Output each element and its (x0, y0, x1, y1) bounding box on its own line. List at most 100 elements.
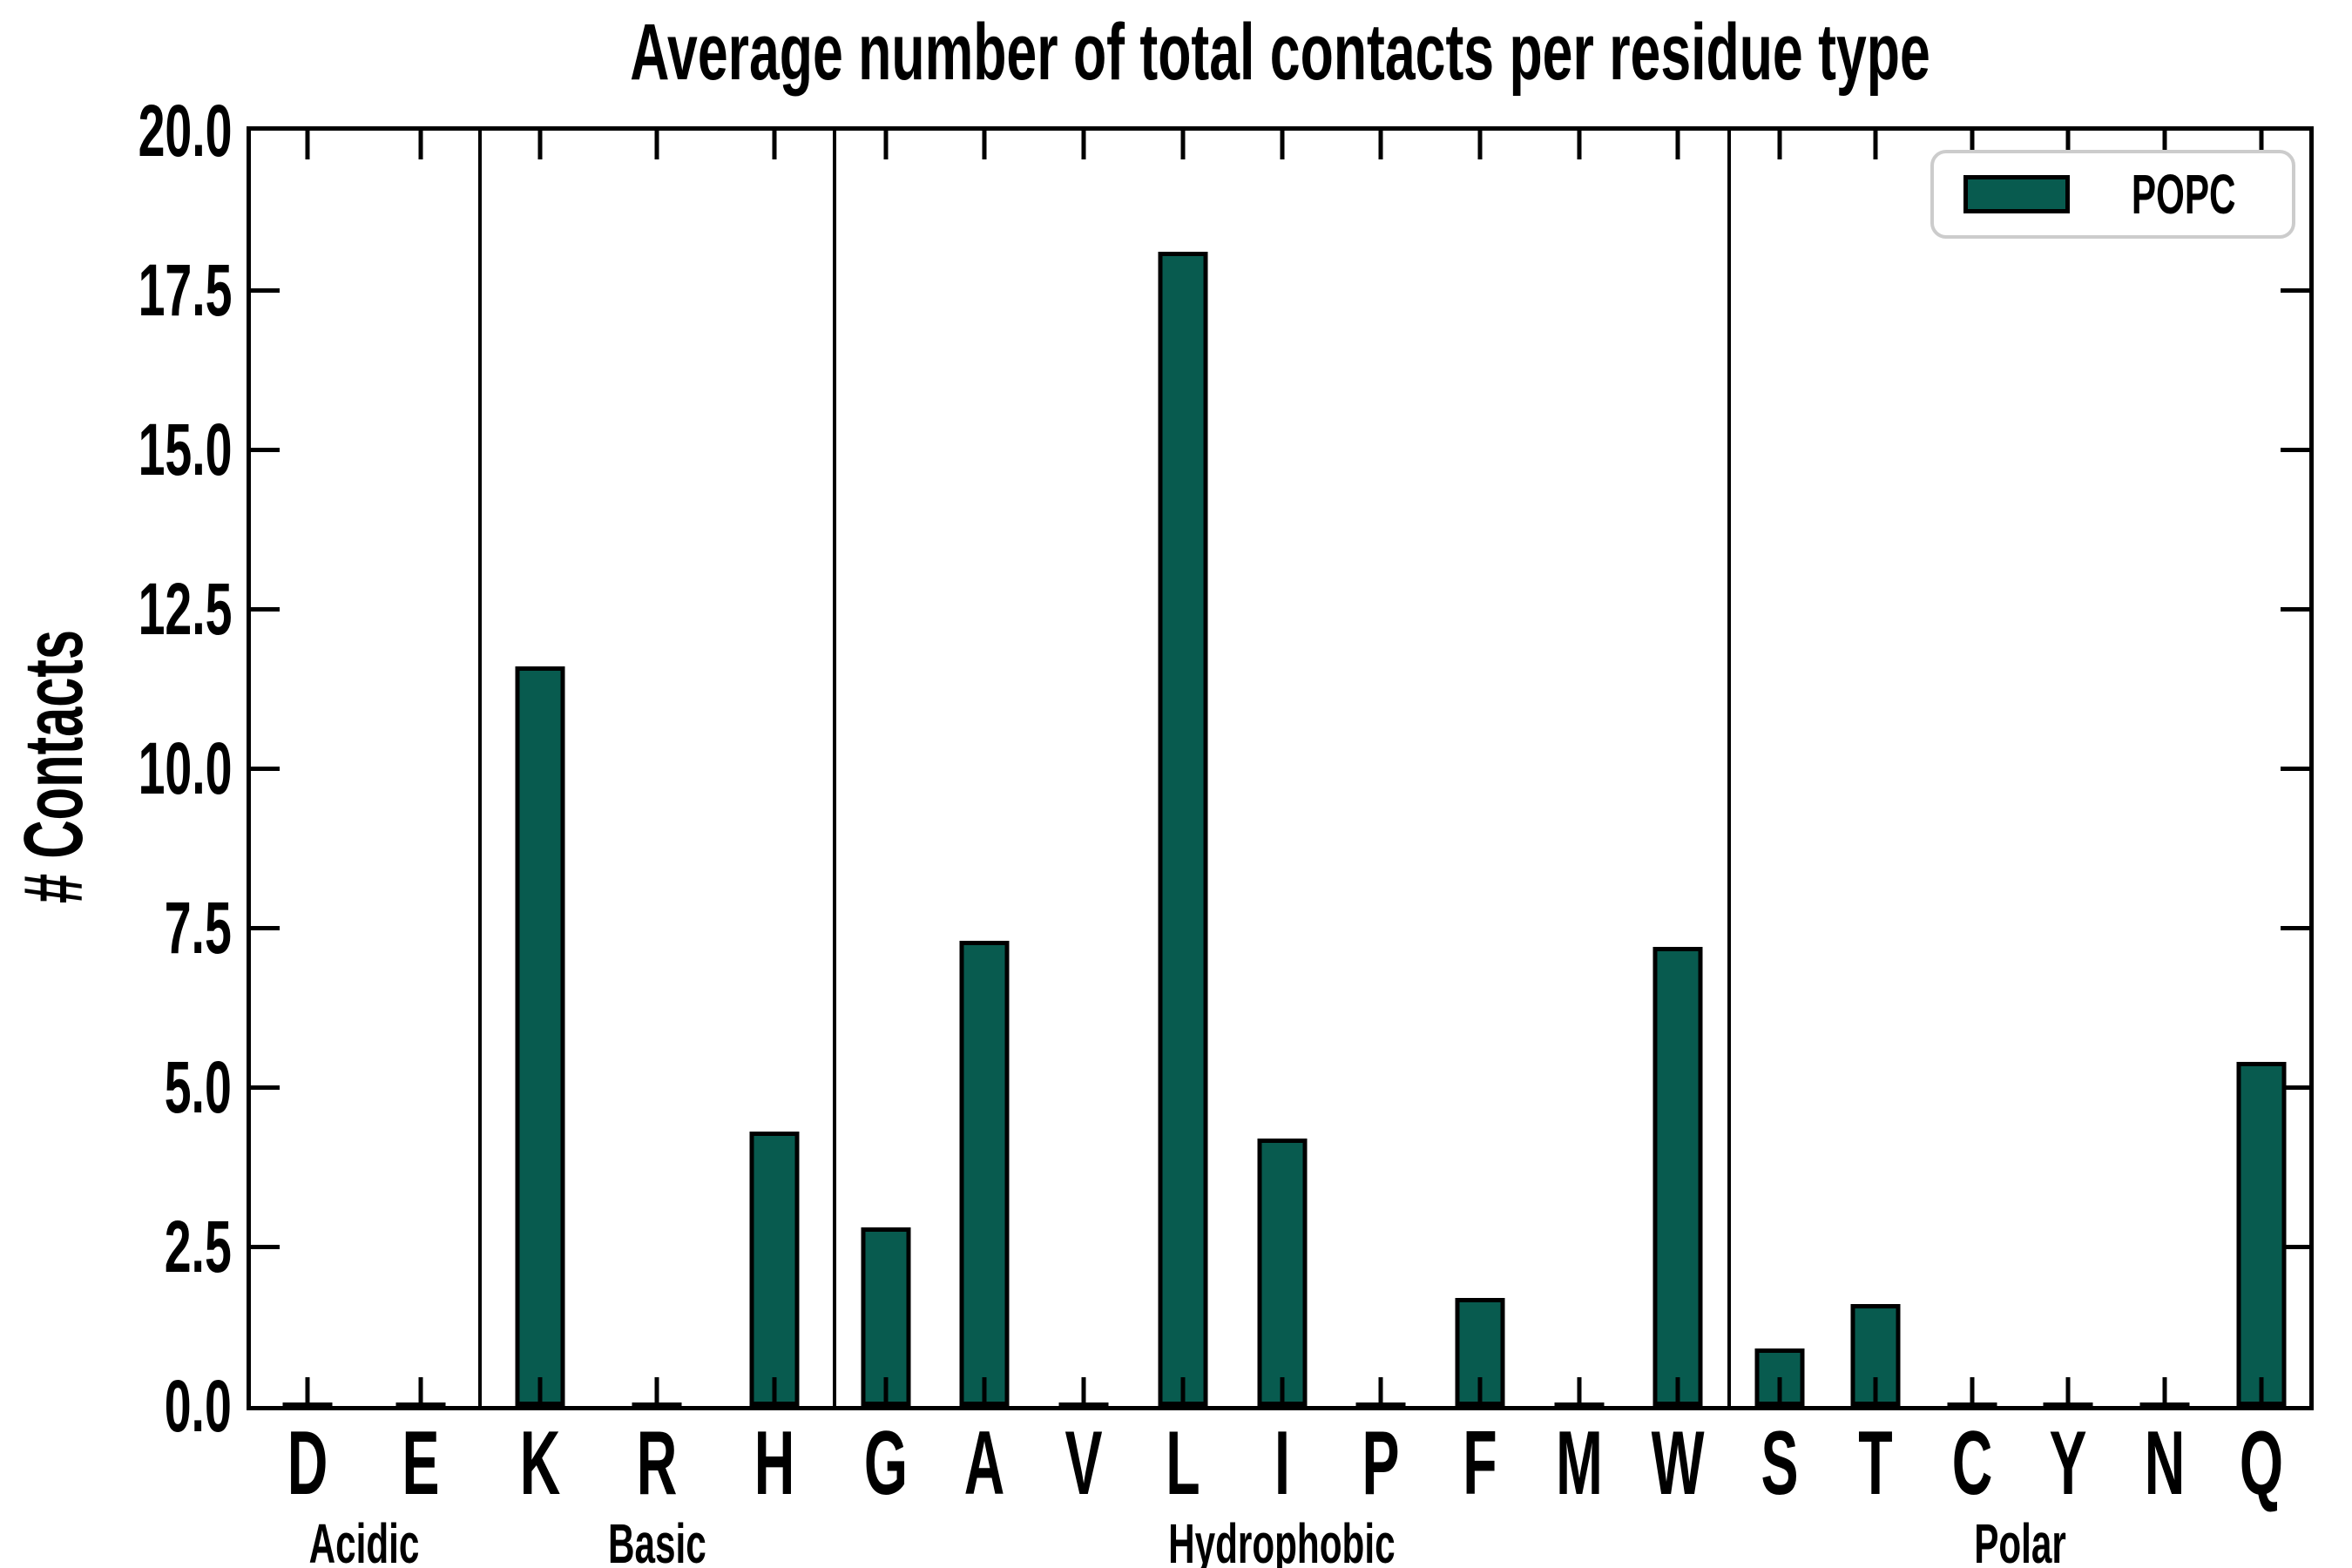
group-label-text-acidic: Acidic (308, 1512, 420, 1568)
legend-label-text: POPC (2131, 163, 2236, 226)
x-tick-mark-top-L (1180, 131, 1186, 159)
x-tick-mark-top-R (654, 131, 659, 159)
bar-L (1158, 252, 1208, 1406)
x-tick-mark-bottom-Y (2065, 1377, 2071, 1406)
bar-H (749, 1132, 800, 1406)
x-tick-label-text-C: C (1951, 1413, 1993, 1514)
x-tick-mark-bottom-E (418, 1377, 423, 1406)
plot-area: POPC D E Acidic K R H Basic G A V L I P F M W Hydrophobi… (247, 126, 2314, 1568)
bar-slot-P: P (1331, 131, 1430, 1509)
x-tick-label-H: H (741, 1418, 807, 1509)
x-tick-label-G: G (850, 1418, 921, 1509)
x-tick-mark-bottom-R (654, 1377, 659, 1406)
chart-title-text: Average number of total contacts per res… (630, 8, 1930, 97)
y-tick-label-0.0: 0.0 (0, 1369, 232, 1443)
x-tick-label-text-G: G (863, 1413, 908, 1514)
x-tick-mark-bottom-D (305, 1377, 310, 1406)
group-panel-hydrophobic: G A V L I P F M W Hydrophobic (836, 131, 1732, 1568)
x-tick-label-P: P (1351, 1418, 1411, 1509)
x-tick-label-text-P: P (1362, 1413, 1400, 1514)
x-tick-mark-top-D (305, 131, 310, 159)
bar-slot-G: G (836, 131, 936, 1509)
x-tick-label-Q: Q (2226, 1418, 2296, 1509)
x-tick-mark-top-N (2162, 131, 2167, 159)
x-tick-mark-top-C (1970, 131, 1975, 159)
x-tick-mark-top-I (1280, 131, 1285, 159)
y-tick-label-text-10.0: 10.0 (138, 727, 232, 809)
group-panel-polar: S T C Y N Q Polar (1731, 131, 2309, 1568)
bar-slot-Y: Y (2020, 131, 2117, 1509)
x-tick-label-D: D (275, 1418, 341, 1509)
x-tick-label-S: S (1749, 1418, 1809, 1509)
x-tick-label-I: I (1269, 1418, 1294, 1509)
bar-slot-L: L (1133, 131, 1233, 1509)
x-tick-mark-bottom-A (982, 1377, 987, 1406)
bar-slot-A: A (936, 131, 1035, 1509)
bar-slot-D: D (251, 131, 364, 1509)
group-panel-acidic: D E Acidic (251, 131, 482, 1568)
x-tick-label-text-F: F (1463, 1413, 1497, 1514)
y-tick-label-text-20.0: 20.0 (138, 90, 232, 172)
y-tick-label-text-5.0: 5.0 (164, 1046, 232, 1128)
x-tick-mark-bottom-W (1675, 1377, 1680, 1406)
x-tick-mark-top-A (982, 131, 987, 159)
x-tick-mark-top-M (1577, 131, 1582, 159)
x-tick-mark-top-K (537, 131, 543, 159)
y-tick-label-text-15.0: 15.0 (138, 409, 232, 490)
bar-slot-E: E (364, 131, 477, 1509)
bar-slot-Q: Q (2213, 131, 2309, 1509)
group-label-basic: Basic (482, 1516, 833, 1568)
y-tick-label-text-12.5: 12.5 (138, 568, 232, 650)
x-tick-label-text-K: K (519, 1413, 561, 1514)
bar-I (1257, 1138, 1308, 1406)
x-tick-label-L: L (1155, 1418, 1211, 1509)
x-tick-label-text-D: D (287, 1413, 328, 1514)
x-tick-label-text-A: A (964, 1413, 1005, 1514)
x-tick-label-A: A (952, 1418, 1017, 1509)
x-tick-mark-bottom-N (2162, 1377, 2167, 1406)
y-tick-label-text-17.5: 17.5 (138, 249, 232, 331)
legend-swatch-popc (1963, 175, 2070, 213)
y-tick-label-15.0: 15.0 (0, 413, 232, 486)
x-tick-label-M: M (1541, 1418, 1617, 1509)
y-tick-label-2.5: 2.5 (0, 1210, 232, 1283)
bar-K (515, 666, 565, 1406)
x-tick-label-C: C (1939, 1418, 2004, 1509)
x-tick-mark-bottom-M (1577, 1377, 1582, 1406)
x-tick-mark-bottom-S (1777, 1377, 1782, 1406)
x-tick-label-E: E (391, 1418, 451, 1509)
x-tick-mark-bottom-H (772, 1377, 777, 1406)
x-tick-label-F: F (1452, 1418, 1508, 1509)
y-tick-label-text-2.5: 2.5 (164, 1206, 232, 1288)
x-tick-mark-bottom-F (1477, 1377, 1483, 1406)
x-tick-mark-top-E (418, 131, 423, 159)
x-tick-label-K: K (507, 1418, 572, 1509)
x-tick-mark-top-F (1477, 131, 1483, 159)
x-tick-label-W: W (1635, 1418, 1720, 1509)
x-tick-mark-top-G (883, 131, 889, 159)
group-label-text-hydrophobic: Hydrophobic (1168, 1512, 1396, 1568)
x-tick-mark-top-W (1675, 131, 1680, 159)
bar-W (1652, 946, 1703, 1406)
bar-slot-I: I (1233, 131, 1332, 1509)
x-tick-mark-bottom-V (1081, 1377, 1086, 1406)
x-tick-mark-top-S (1777, 131, 1782, 159)
legend: POPC (1930, 150, 2295, 239)
group-panel-basic: K R H Basic (482, 131, 836, 1568)
bar-slot-C: C (1923, 131, 2020, 1509)
x-tick-label-T: T (1848, 1418, 1903, 1509)
bar-slot-M: M (1530, 131, 1629, 1509)
x-tick-label-text-R: R (636, 1413, 678, 1514)
x-tick-label-text-M: M (1555, 1413, 1603, 1514)
x-tick-label-text-H: H (754, 1413, 794, 1514)
bar-slot-V: V (1034, 131, 1133, 1509)
x-tick-label-N: N (2132, 1418, 2197, 1509)
bar-Q (2236, 1061, 2287, 1406)
x-tick-label-text-S: S (1761, 1413, 1799, 1514)
x-tick-mark-top-Y (2065, 131, 2071, 159)
x-tick-mark-bottom-P (1378, 1377, 1383, 1406)
x-tick-mark-top-H (772, 131, 777, 159)
y-tick-label-17.5: 17.5 (0, 253, 232, 327)
group-label-text-polar: Polar (1974, 1512, 2066, 1568)
